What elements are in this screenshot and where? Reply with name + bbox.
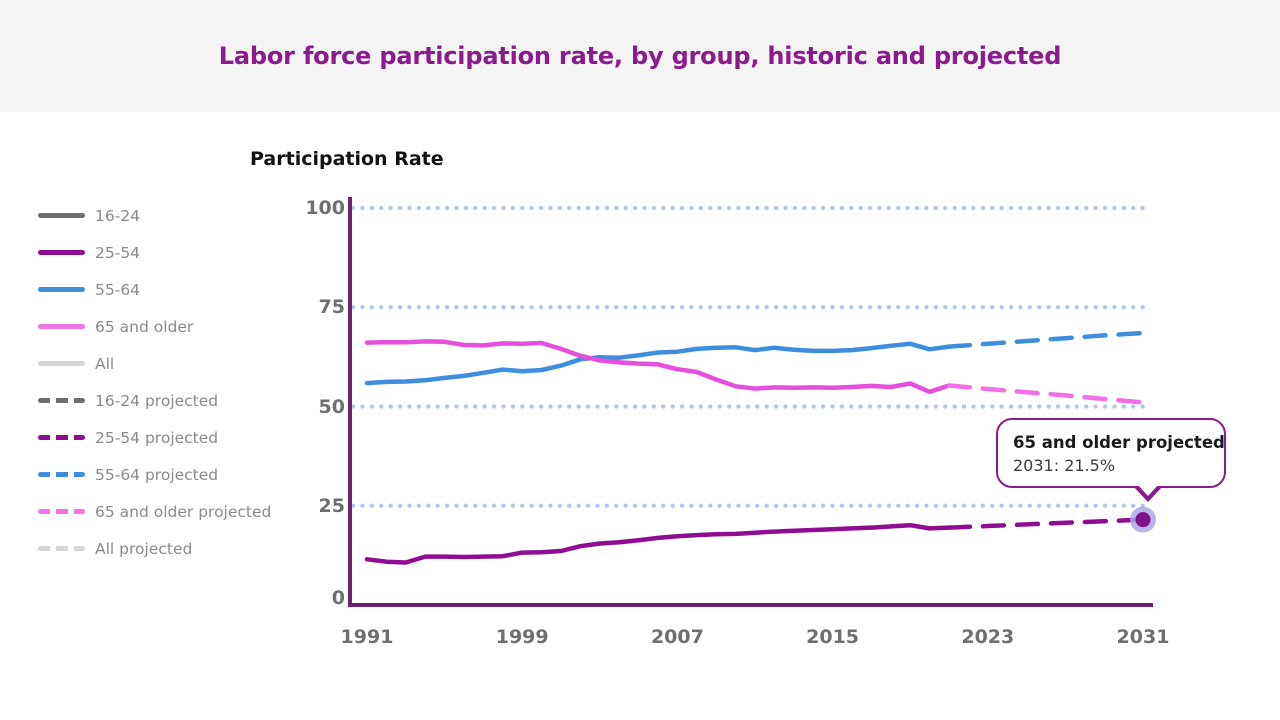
legend-item-label: 65 and older [95, 317, 194, 336]
tooltip-title: 65 and older projected [1013, 433, 1225, 452]
legend-item-16-24[interactable]: 16-24 [38, 197, 268, 234]
legend-item-25-54-projected[interactable]: 25-54 projected [38, 419, 268, 456]
dashed-line-swatch-icon [38, 435, 85, 440]
page-header: Labor force participation rate, by group… [0, 0, 1280, 112]
legend: 16-24 25-54 55-64 65 and older All 16-24 proj… [38, 197, 272, 567]
x-tick-label-1999: 1999 [495, 626, 549, 648]
x-tick-label-2015: 2015 [806, 626, 860, 648]
y-tick-label-0: 0 [331, 587, 345, 609]
legend-item-55-64-projected[interactable]: 55-64 projected [38, 456, 268, 493]
chart-title: Labor force participation rate, by group… [218, 42, 1062, 70]
series-line-25-54[interactable] [364, 522, 952, 565]
dashed-line-swatch-icon [38, 398, 85, 403]
legend-item-all-projected[interactable]: All projected [38, 530, 268, 567]
y-tick-label-75: 75 [318, 296, 345, 319]
legend-item-65-and-older[interactable]: 65 and older [38, 308, 268, 345]
series-line-55-64-projected[interactable] [946, 330, 1146, 349]
y-axis-title: Participation Rate [250, 148, 444, 170]
tooltip: 65 and older projected 2031: 21.5% [996, 418, 1226, 502]
legend-item-label: 55-64 [95, 280, 141, 299]
series-line-55-64[interactable] [364, 341, 952, 386]
line-swatch-icon [38, 361, 85, 366]
legend-item-65-and-older-projected[interactable]: 65 and older projected [38, 493, 272, 530]
legend-item-all[interactable]: All [38, 345, 268, 382]
dashed-line-swatch-icon [38, 472, 85, 477]
legend-item-label: 16-24 projected [95, 391, 219, 410]
x-tick-label-2007: 2007 [650, 626, 704, 648]
dashed-line-swatch-icon [38, 546, 85, 551]
x-tick-label-2031: 2031 [1116, 626, 1170, 648]
series-line-65-and-older[interactable] [364, 339, 952, 395]
legend-item-16-24-projected[interactable]: 16-24 projected [38, 382, 268, 419]
legend-item-label: 25-54 projected [95, 428, 219, 447]
legend-item-label: All projected [95, 539, 193, 558]
legend-item-label: All [95, 354, 115, 373]
line-swatch-icon [38, 324, 85, 329]
legend-item-label: 25-54 [95, 243, 141, 262]
legend-item-25-54[interactable]: 25-54 [38, 234, 268, 271]
y-tick-label-25: 25 [318, 494, 345, 517]
line-swatch-icon [38, 213, 85, 218]
tooltip-value: 2031: 21.5% [1013, 456, 1116, 475]
line-swatch-icon [38, 250, 85, 255]
series-line-65-and-older-projected[interactable] [946, 383, 1146, 405]
x-tick-label-2023: 2023 [961, 626, 1015, 648]
y-tick-label-100: 100 [305, 197, 345, 219]
legend-item-55-64[interactable]: 55-64 [38, 271, 268, 308]
dashed-line-swatch-icon [38, 509, 85, 514]
legend-item-label: 55-64 projected [95, 465, 219, 484]
legend-item-label: 65 and older projected [95, 502, 272, 521]
series-line-25-54-projected[interactable] [946, 517, 1146, 530]
x-tick-label-1991: 1991 [340, 626, 394, 648]
highlight-marker[interactable] [1135, 512, 1151, 528]
line-swatch-icon [38, 287, 85, 292]
y-tick-label-50: 50 [318, 395, 345, 418]
legend-item-label: 16-24 [95, 206, 141, 225]
